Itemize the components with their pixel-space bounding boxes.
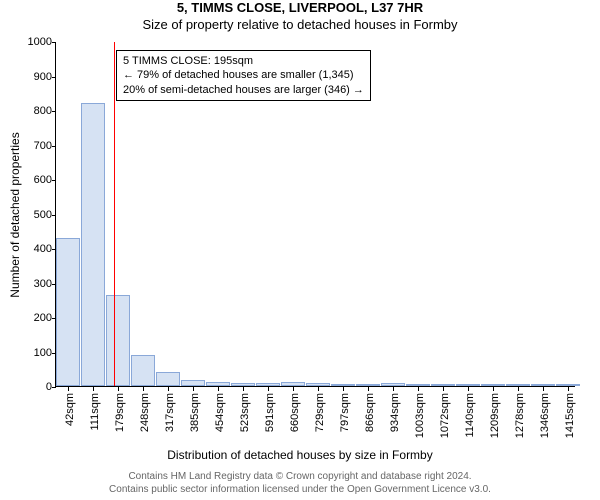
x-tick-mark [268, 387, 269, 391]
x-tick-label: 660sqm [289, 393, 301, 432]
x-tick-mark [468, 387, 469, 391]
x-tick-label: 934sqm [389, 393, 401, 432]
x-tick-mark [443, 387, 444, 391]
x-tick-mark [418, 387, 419, 391]
x-tick-mark [218, 387, 219, 391]
x-tick-label: 1140sqm [464, 393, 476, 437]
x-tick-label: 179sqm [114, 393, 126, 432]
x-tick-mark [368, 387, 369, 391]
x-tick-label: 866sqm [364, 393, 376, 432]
y-tick: 300 [14, 278, 52, 290]
x-tick-label: 591sqm [264, 393, 276, 432]
x-tick-mark [393, 387, 394, 391]
x-tick-mark [243, 387, 244, 391]
bar [131, 355, 155, 386]
y-tick: 0 [14, 381, 52, 393]
x-tick-label: 1072sqm [439, 393, 451, 438]
y-tick: 200 [14, 312, 52, 324]
bar [56, 238, 80, 386]
bar [106, 295, 130, 386]
x-tick-mark [68, 387, 69, 391]
bar [556, 384, 580, 386]
y-tick: 100 [14, 347, 52, 359]
chart-container: 0100200300400500600700800900100042sqm111… [55, 42, 575, 387]
footer-line-1: Contains HM Land Registry data © Crown c… [128, 471, 471, 482]
bar [456, 384, 480, 386]
x-tick-mark [93, 387, 94, 391]
bar [206, 382, 230, 386]
page-subtitle: Size of property relative to detached ho… [0, 17, 600, 32]
x-axis-label: Distribution of detached houses by size … [0, 448, 600, 462]
x-tick-mark [518, 387, 519, 391]
footer-attribution: Contains HM Land Registry data © Crown c… [0, 470, 600, 496]
info-box-line: 5 TIMMS CLOSE: 195sqm [123, 54, 364, 68]
x-tick-mark [343, 387, 344, 391]
bar [281, 382, 305, 386]
x-tick-mark [543, 387, 544, 391]
x-tick-mark [568, 387, 569, 391]
x-tick-mark [118, 387, 119, 391]
info-box: 5 TIMMS CLOSE: 195sqm← 79% of detached h… [116, 50, 371, 101]
bar [81, 103, 105, 386]
y-tick: 400 [14, 243, 52, 255]
x-tick-mark [143, 387, 144, 391]
x-tick-label: 42sqm [64, 393, 76, 426]
bar [406, 384, 430, 386]
y-tick: 1000 [14, 36, 52, 48]
bar [231, 383, 255, 386]
x-tick-mark [193, 387, 194, 391]
x-tick-label: 111sqm [89, 393, 101, 431]
x-tick-mark [168, 387, 169, 391]
bar [331, 384, 355, 386]
x-tick-mark [318, 387, 319, 391]
x-tick-label: 1415sqm [564, 393, 576, 438]
bar [531, 384, 555, 386]
y-tick: 800 [14, 105, 52, 117]
bar [306, 383, 330, 386]
x-tick-label: 317sqm [164, 393, 176, 432]
x-tick-label: 1346sqm [539, 393, 551, 438]
x-tick-label: 248sqm [139, 393, 151, 432]
page-title: 5, TIMMS CLOSE, LIVERPOOL, L37 7HR [0, 0, 600, 15]
bar [181, 380, 205, 386]
y-tick: 600 [14, 174, 52, 186]
info-box-line: 20% of semi-detached houses are larger (… [123, 83, 364, 97]
y-tick: 900 [14, 71, 52, 83]
bar [356, 384, 380, 386]
bar [381, 383, 405, 386]
bar [431, 384, 455, 386]
x-tick-label: 1209sqm [489, 393, 501, 438]
bar [156, 372, 180, 386]
bar [506, 384, 530, 386]
x-tick-label: 729sqm [314, 393, 326, 432]
x-tick-label: 1003sqm [414, 393, 426, 438]
bar [256, 383, 280, 386]
y-tick: 500 [14, 209, 52, 221]
x-tick-mark [493, 387, 494, 391]
x-tick-label: 385sqm [189, 393, 201, 432]
x-tick-label: 1278sqm [514, 393, 526, 438]
x-tick-label: 797sqm [339, 393, 351, 432]
x-tick-label: 454sqm [214, 393, 226, 432]
x-tick-mark [293, 387, 294, 391]
y-tick: 700 [14, 140, 52, 152]
info-box-line: ← 79% of detached houses are smaller (1,… [123, 68, 364, 82]
bar [481, 384, 505, 386]
reference-line [114, 42, 115, 386]
footer-line-2: Contains public sector information licen… [109, 484, 491, 495]
x-tick-label: 523sqm [239, 393, 251, 432]
plot-area: 0100200300400500600700800900100042sqm111… [55, 42, 575, 387]
